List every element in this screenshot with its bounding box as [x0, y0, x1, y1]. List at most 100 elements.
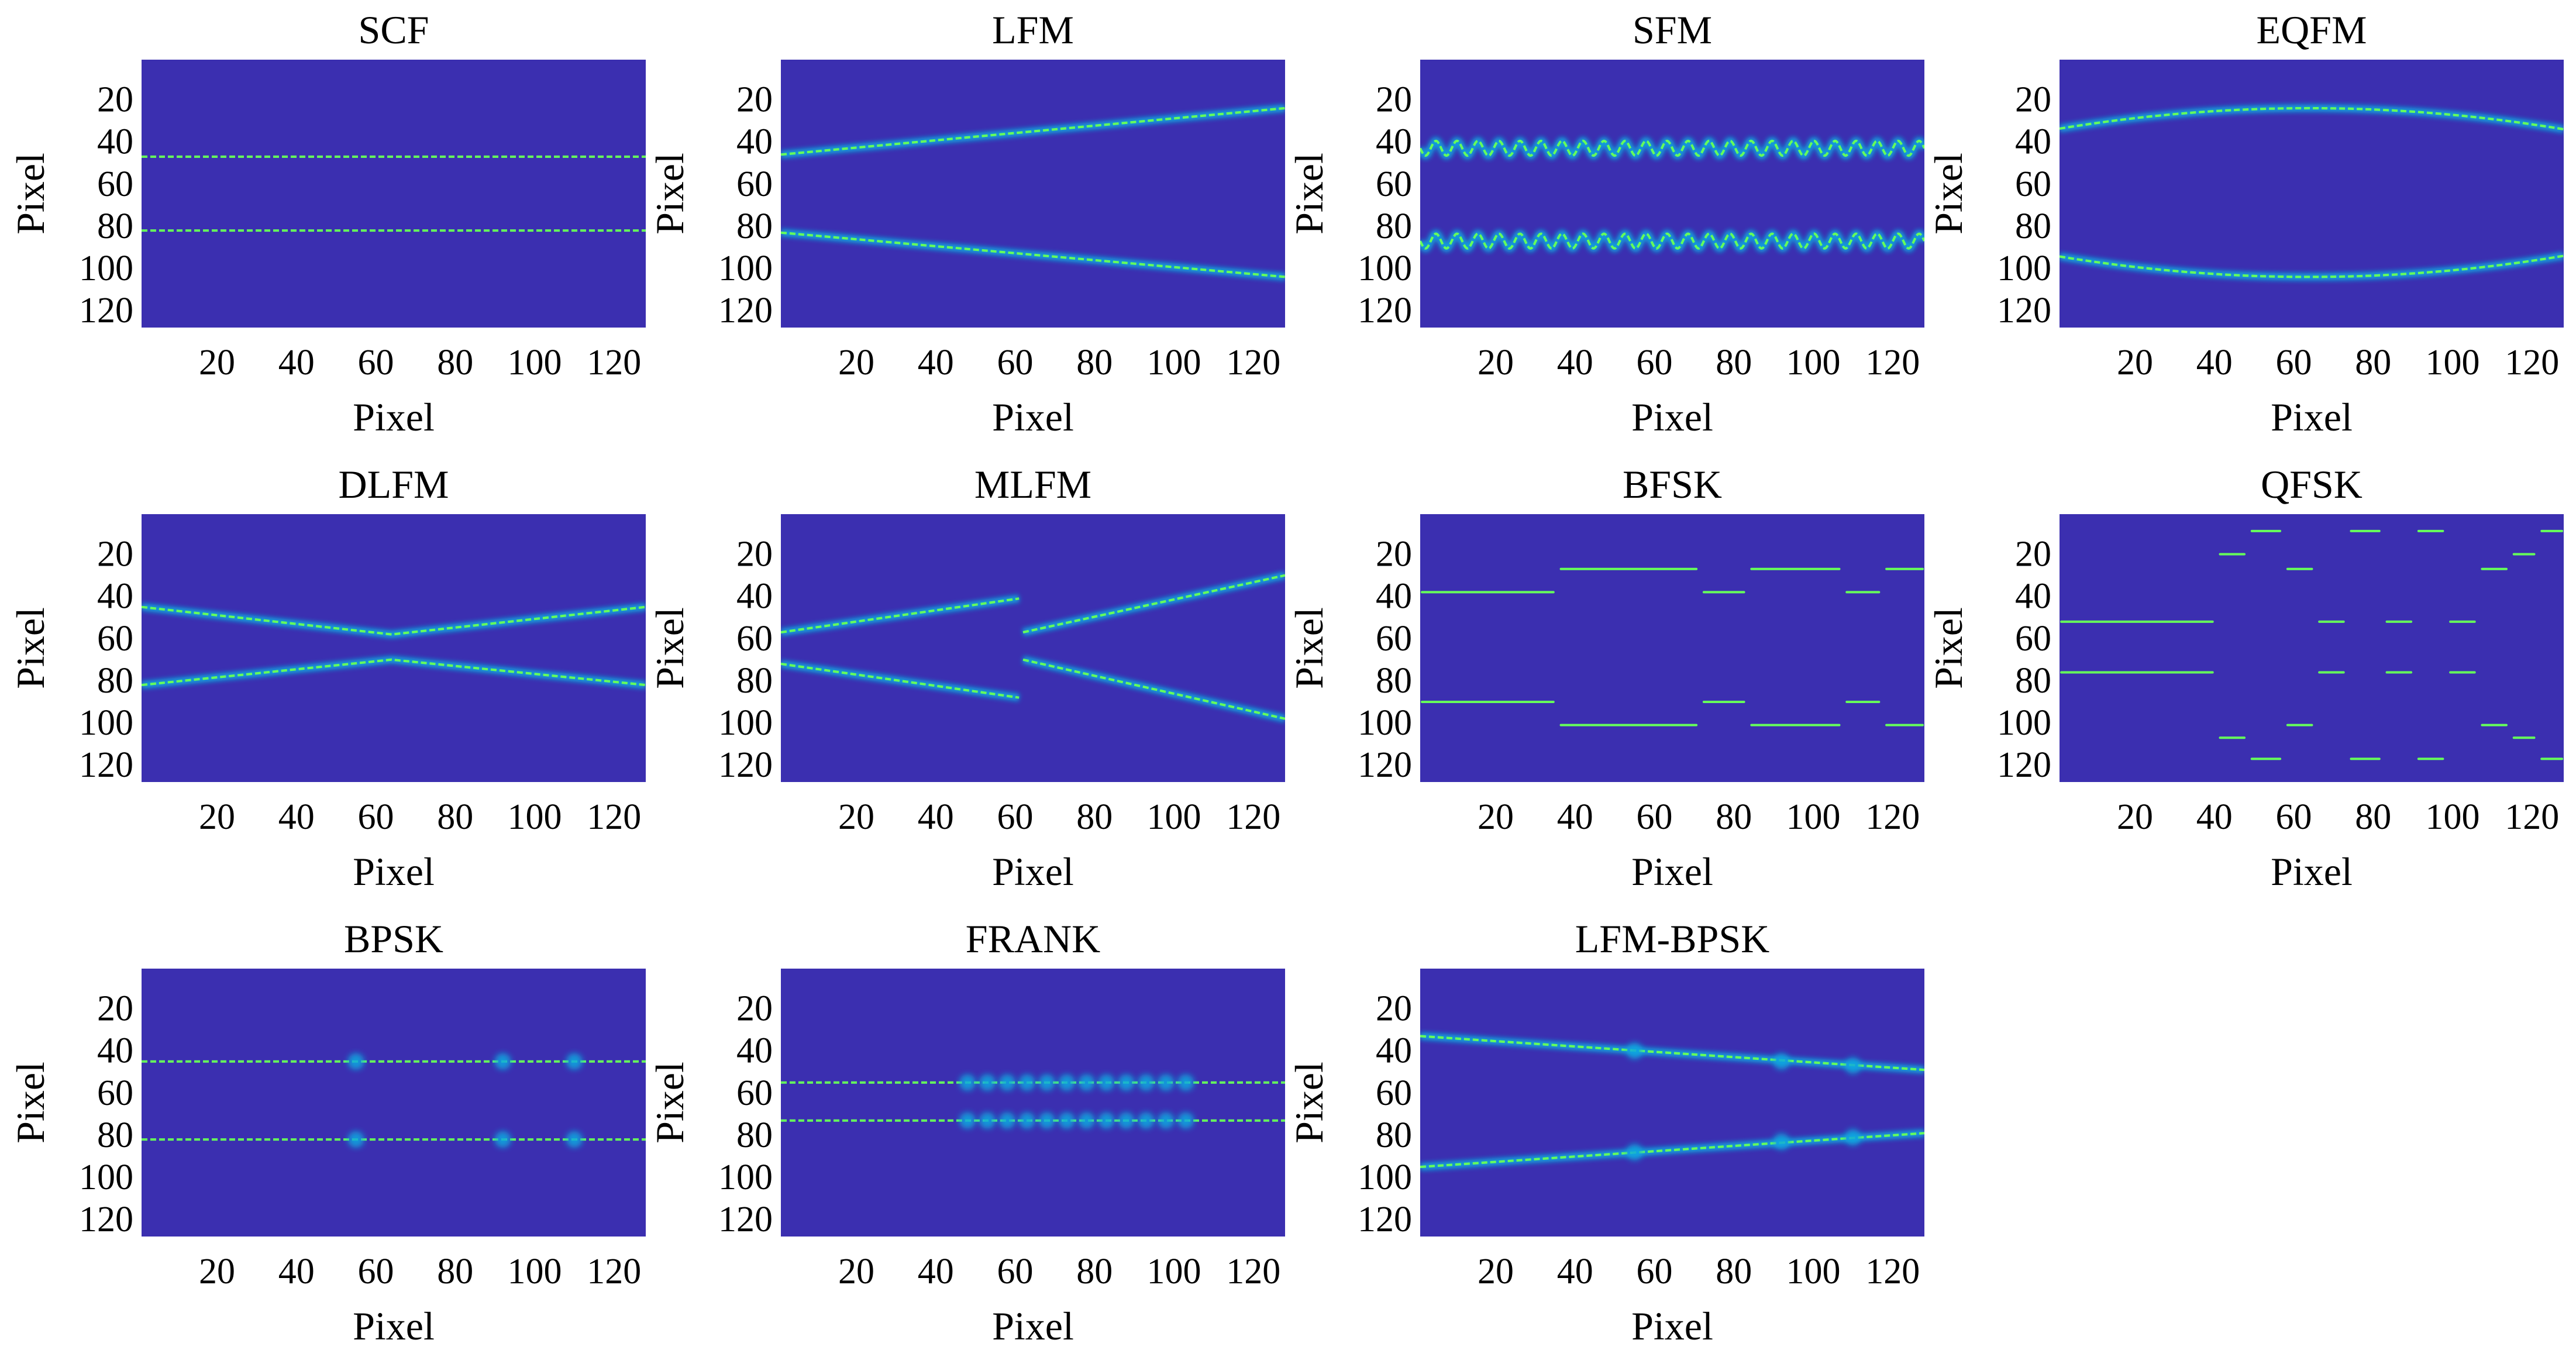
phase-transition-marker	[1098, 1112, 1115, 1129]
x-tick-label: 120	[587, 797, 641, 837]
y-tick-label: 20	[736, 80, 773, 120]
y-tick-label: 120	[79, 291, 133, 330]
x-tick-label: 80	[437, 797, 473, 837]
x-axis-label: Pixel	[1631, 395, 1713, 439]
y-tick-label: 40	[736, 122, 773, 162]
plot-background	[781, 969, 1285, 1237]
x-tick-label: 40	[2196, 797, 2233, 837]
x-axis-label: Pixel	[353, 849, 435, 894]
plot-background	[1420, 514, 1924, 782]
y-tick-label: 100	[1997, 703, 2051, 743]
x-tick-label: 40	[278, 1252, 315, 1291]
chart-title: BPSK	[344, 917, 443, 961]
x-tick-label: 120	[1865, 797, 1920, 837]
x-tick-label: 100	[1786, 797, 1840, 837]
y-tick-label: 60	[1376, 1073, 1412, 1113]
y-tick-label: 100	[79, 703, 133, 743]
y-tick-label: 80	[1376, 1115, 1412, 1155]
x-tick-label: 20	[2117, 343, 2153, 383]
x-tick-label: 100	[507, 343, 562, 383]
x-tick-label: 80	[1076, 343, 1113, 383]
y-axis-label: Pixel	[648, 607, 692, 689]
y-axis-label: Pixel	[8, 607, 53, 689]
x-tick-label: 20	[2117, 797, 2153, 837]
trace-bfsk-1	[1420, 565, 1924, 596]
y-tick-label: 100	[718, 249, 773, 288]
y-tick-label: 100	[79, 1158, 133, 1197]
y-tick-label: 120	[718, 745, 773, 785]
y-tick-label: 40	[97, 122, 133, 162]
y-tick-label: 60	[736, 164, 773, 204]
phase-transition-marker	[347, 1053, 364, 1070]
trace-sfm-1	[1420, 137, 1924, 160]
phase-transition-marker	[347, 1131, 364, 1148]
y-tick-label: 120	[718, 1200, 773, 1239]
trace-eqfm-2	[2060, 252, 2564, 281]
trace-mlfm-1	[781, 594, 1020, 636]
x-tick-label: 80	[2355, 797, 2391, 837]
phase-transition-marker	[1844, 1057, 1861, 1074]
y-tick-label: 120	[1358, 1200, 1412, 1239]
plot-background	[142, 969, 646, 1237]
x-tick-label: 80	[2355, 343, 2391, 383]
y-tick-label: 100	[1358, 1158, 1412, 1197]
y-tick-label: 120	[1358, 291, 1412, 330]
x-tick-label: 20	[1478, 343, 1514, 383]
x-tick-label: 80	[1076, 797, 1113, 837]
x-tick-label: 120	[2505, 797, 2559, 837]
y-tick-label: 80	[1376, 206, 1412, 246]
chart-title: BFSK	[1623, 462, 1722, 507]
y-tick-label: 20	[97, 80, 133, 120]
y-axis-label: Pixel	[8, 153, 53, 235]
y-tick-label: 40	[97, 577, 133, 616]
x-tick-label: 80	[437, 343, 473, 383]
x-tick-label: 80	[1076, 1252, 1113, 1291]
plot-background	[142, 60, 646, 328]
chart-title: EQFM	[2257, 8, 2367, 52]
x-tick-label: 40	[918, 343, 954, 383]
plot-background	[781, 60, 1285, 328]
y-tick-label: 60	[736, 1073, 773, 1113]
x-tick-label: 40	[2196, 343, 2233, 383]
chart-title: LFM	[992, 8, 1074, 52]
trace-eqfm-1	[2060, 104, 2564, 133]
x-tick-label: 120	[2505, 343, 2559, 383]
x-tick-label: 100	[1786, 1252, 1840, 1291]
y-tick-label: 60	[2015, 164, 2051, 204]
y-tick-label: 60	[97, 164, 133, 204]
plot-background	[1420, 60, 1924, 328]
x-tick-label: 80	[1716, 1252, 1752, 1291]
y-tick-label: 60	[1376, 164, 1412, 204]
x-tick-label: 40	[1557, 797, 1593, 837]
y-tick-label: 80	[736, 1115, 773, 1155]
x-tick-label: 100	[1146, 797, 1201, 837]
x-tick-label: 120	[1226, 1252, 1280, 1291]
y-tick-label: 80	[2015, 661, 2051, 701]
phase-transition-marker	[494, 1053, 511, 1070]
phase-transition-marker	[1626, 1042, 1643, 1059]
x-tick-label: 60	[1636, 343, 1672, 383]
x-tick-label: 60	[997, 797, 1033, 837]
x-tick-label: 100	[507, 1252, 562, 1291]
x-tick-label: 20	[838, 1252, 874, 1291]
x-tick-label: 120	[1865, 1252, 1920, 1291]
x-tick-label: 60	[357, 343, 394, 383]
x-tick-label: 40	[278, 343, 315, 383]
y-axis-label: Pixel	[8, 1062, 53, 1144]
x-tick-label: 60	[1636, 797, 1672, 837]
x-tick-label: 120	[1226, 797, 1280, 837]
phase-transition-marker	[1038, 1074, 1055, 1091]
x-axis-label: Pixel	[2271, 849, 2353, 894]
phase-transition-marker	[1773, 1133, 1790, 1150]
y-tick-label: 100	[1997, 249, 2051, 288]
phase-transition-marker	[1118, 1074, 1135, 1091]
y-tick-label: 40	[2015, 122, 2051, 162]
y-tick-label: 100	[79, 249, 133, 288]
x-tick-label: 20	[199, 797, 235, 837]
x-tick-label: 100	[1786, 343, 1840, 383]
y-tick-label: 20	[97, 989, 133, 1029]
x-axis-label: Pixel	[353, 395, 435, 439]
